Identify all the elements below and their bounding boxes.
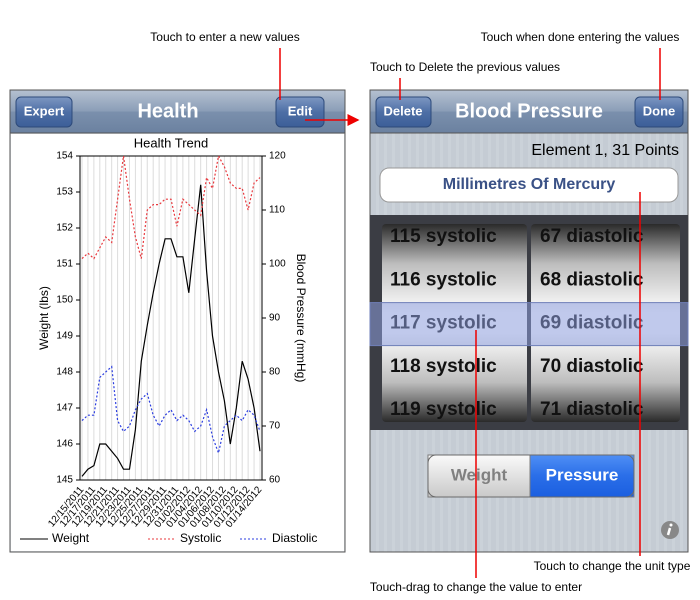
unit-label[interactable]: Millimetres Of Mercury <box>443 176 616 193</box>
series-line <box>81 154 261 260</box>
selection-bar <box>369 302 689 347</box>
picker-row[interactable]: 116 systolic <box>390 269 497 290</box>
unit-field[interactable] <box>379 167 679 203</box>
y2-tick-label: 100 <box>269 259 286 270</box>
y-tick-label: 146 <box>56 439 73 450</box>
button-label[interactable]: Delete <box>383 103 422 118</box>
y-tick-label: 151 <box>56 259 73 270</box>
chart: Health Trend 145 146 147 148 149 150 151 152 153 1… <box>20 135 317 545</box>
segment-outline <box>427 454 635 498</box>
chart-background <box>11 134 344 551</box>
left-screen: Expert Health Edit Health Trend 145 146 147… <box>9 89 346 553</box>
annotation: Touch when done entering the values <box>481 30 680 44</box>
status-label: Element 1, 31 Points <box>531 142 679 159</box>
nav-title: Health <box>137 100 198 122</box>
done-button[interactable] <box>634 96 684 128</box>
series-line <box>81 184 261 477</box>
annotation: Touch to enter a new values <box>150 30 299 44</box>
picker-row[interactable]: 118 systolic <box>390 356 497 377</box>
y-tick-label: 154 <box>56 151 73 162</box>
button-label[interactable]: Edit <box>288 103 313 118</box>
segmented-control: Weight Pressure <box>427 454 635 498</box>
y-tick-label: 149 <box>56 331 73 342</box>
y2-axis-label: Blood Pressure (mmHg) <box>294 254 308 383</box>
y-tick-label: 148 <box>56 367 73 378</box>
y2-tick-label: 110 <box>269 205 285 216</box>
annotation: Touch to Delete the previous values <box>370 60 560 74</box>
picker-row[interactable]: 115 systolic <box>390 226 497 247</box>
y-tick-label: 152 <box>56 223 73 234</box>
picker-row[interactable]: 71 diastolic <box>540 399 644 420</box>
y-axis-label: Weight (lbs) <box>37 286 51 350</box>
picker-rows: 115 systolic 67 diastolic 116 systolic 68 d… <box>369 226 689 420</box>
legend-label: Weight <box>52 531 90 545</box>
info-icon-stem <box>666 527 672 536</box>
y2-tick-label: 120 <box>269 151 286 162</box>
delete-button[interactable] <box>375 96 432 128</box>
segment[interactable] <box>427 454 531 498</box>
nav-title: Blood Pressure <box>455 100 603 122</box>
y2-tick-label: 90 <box>269 313 281 324</box>
annotation: Touch-drag to change the value to enter <box>370 580 582 594</box>
picker-row[interactable]: 67 diastolic <box>540 226 644 247</box>
y2-tick-label: 70 <box>269 421 281 432</box>
legend-label: Systolic <box>180 531 221 545</box>
segment-label[interactable]: Weight <box>451 465 508 484</box>
button-label[interactable]: Expert <box>24 103 65 118</box>
y-tick-label: 150 <box>56 295 73 306</box>
y2-tick-label: 80 <box>269 367 281 378</box>
callout-lines <box>279 48 661 578</box>
y2-tick-label: 60 <box>269 475 281 486</box>
segment-label[interactable]: Pressure <box>546 465 619 484</box>
y-tick-label: 153 <box>56 187 73 198</box>
right-screen: Delete Blood Pressure Done Element 1, 31… <box>369 89 689 553</box>
picker-row[interactable]: 119 systolic <box>390 399 497 420</box>
chart-title: Health Trend <box>134 135 208 150</box>
annotation: Touch to change the unit type <box>534 559 691 573</box>
segment[interactable] <box>529 454 635 498</box>
y-tick-label: 145 <box>56 475 73 486</box>
picker-row[interactable]: 70 diastolic <box>540 356 644 377</box>
info-icon-dot <box>669 523 673 527</box>
annotations: Touch to enter a new values Touch when d… <box>150 30 690 594</box>
expert-button[interactable] <box>15 96 73 128</box>
series-line <box>81 365 261 456</box>
y-tick-label: 147 <box>56 403 73 414</box>
legend-label: Diastolic <box>272 531 317 545</box>
picker-row[interactable]: 68 diastolic <box>540 269 644 290</box>
button-label[interactable]: Done <box>643 103 676 118</box>
